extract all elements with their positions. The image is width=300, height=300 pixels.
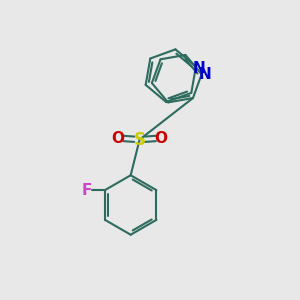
Text: N: N (199, 67, 211, 82)
Text: S: S (134, 130, 146, 148)
Text: O: O (154, 130, 167, 146)
Text: F: F (82, 183, 92, 198)
Text: N: N (193, 61, 205, 76)
Text: O: O (112, 130, 125, 146)
